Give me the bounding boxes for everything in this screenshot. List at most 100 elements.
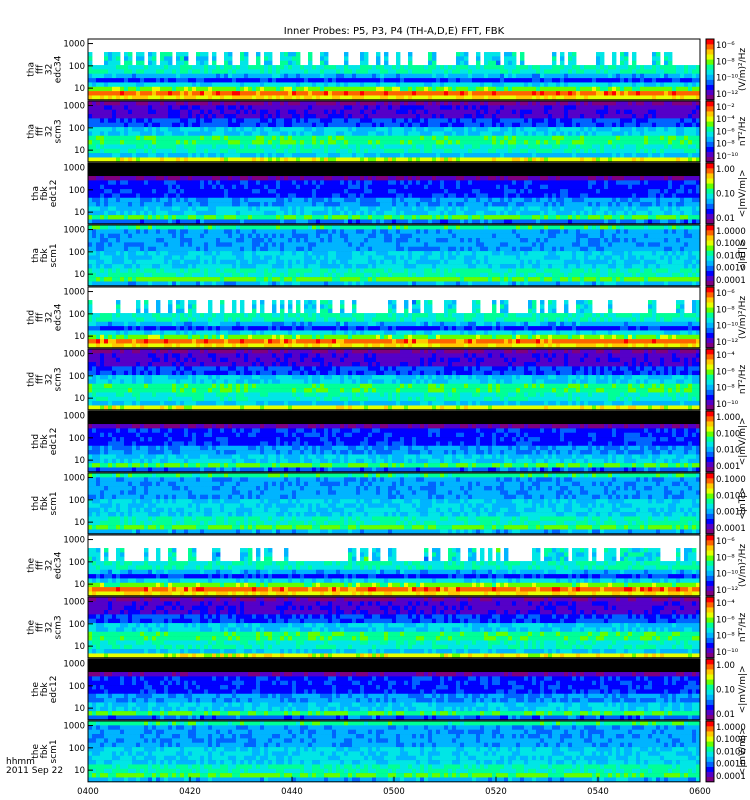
heatmap-cell bbox=[624, 82, 629, 88]
heatmap-cell bbox=[388, 202, 393, 207]
heatmap-cell bbox=[484, 202, 489, 207]
heatmap-cell bbox=[296, 65, 301, 70]
heatmap-cell bbox=[620, 73, 625, 79]
heatmap-cell bbox=[456, 202, 461, 207]
heatmap-cell bbox=[360, 122, 365, 128]
heatmap-cell bbox=[348, 176, 353, 181]
heatmap-cell bbox=[224, 86, 229, 92]
heatmap-cell bbox=[496, 153, 501, 158]
heatmap-cell bbox=[204, 144, 209, 150]
heatmap-cell bbox=[648, 144, 653, 150]
heatmap-cell bbox=[220, 127, 225, 132]
heatmap-cell bbox=[640, 131, 645, 137]
heatmap-cell bbox=[260, 95, 265, 101]
heatmap-cell bbox=[308, 131, 313, 137]
heatmap-cell bbox=[352, 118, 357, 124]
heatmap-cell bbox=[312, 153, 317, 158]
heatmap-cell bbox=[536, 197, 541, 203]
heatmap-cell bbox=[460, 86, 465, 92]
heatmap-cell bbox=[192, 114, 197, 119]
heatmap-cell bbox=[468, 114, 473, 119]
heatmap-cell bbox=[208, 118, 213, 124]
heatmap-cell bbox=[152, 193, 157, 199]
heatmap-cell bbox=[660, 82, 665, 88]
heatmap-cell bbox=[148, 56, 153, 62]
heatmap-cell bbox=[476, 144, 481, 150]
heatmap-cell bbox=[304, 69, 309, 75]
heatmap-cell bbox=[472, 193, 477, 199]
heatmap-cell bbox=[692, 122, 697, 128]
heatmap-cell bbox=[416, 193, 421, 199]
heatmap-cell bbox=[432, 56, 437, 62]
heatmap-cell bbox=[396, 153, 401, 158]
heatmap-cell bbox=[452, 91, 457, 96]
heatmap-cell bbox=[244, 153, 249, 158]
heatmap-cell bbox=[392, 215, 397, 220]
heatmap-cell bbox=[336, 78, 341, 83]
heatmap-cell bbox=[288, 193, 293, 199]
heatmap-cell bbox=[392, 131, 397, 137]
heatmap-cell bbox=[304, 65, 309, 70]
heatmap-cell bbox=[432, 101, 437, 106]
heatmap-cell bbox=[92, 118, 97, 124]
heatmap-cell bbox=[544, 86, 549, 92]
heatmap-cell bbox=[512, 114, 517, 119]
heatmap-cell bbox=[456, 157, 461, 163]
y-axis-label-line: 32 bbox=[45, 126, 55, 137]
heatmap-cell bbox=[656, 56, 661, 62]
heatmap-cell bbox=[464, 91, 469, 96]
heatmap-cell bbox=[372, 91, 377, 96]
heatmap-cell bbox=[436, 69, 441, 75]
heatmap-cell bbox=[256, 95, 261, 101]
heatmap-cell bbox=[280, 60, 285, 66]
heatmap-cell bbox=[176, 78, 181, 83]
heatmap-cell bbox=[388, 148, 393, 154]
heatmap-cell bbox=[188, 105, 193, 110]
heatmap-cell bbox=[220, 215, 225, 220]
heatmap-cell bbox=[352, 114, 357, 119]
heatmap-cell bbox=[392, 210, 397, 216]
heatmap-cell bbox=[96, 184, 101, 190]
heatmap-cell bbox=[652, 157, 657, 163]
heatmap-cell bbox=[208, 65, 213, 70]
heatmap-cell bbox=[336, 176, 341, 181]
heatmap-cell bbox=[132, 73, 137, 79]
heatmap-cell bbox=[140, 189, 145, 194]
heatmap-cell bbox=[264, 73, 269, 79]
heatmap-cell bbox=[440, 148, 445, 154]
heatmap-cell bbox=[676, 122, 681, 128]
heatmap-cell bbox=[188, 135, 193, 141]
heatmap-cell bbox=[692, 109, 697, 115]
heatmap-cell bbox=[264, 114, 269, 119]
heatmap-cell bbox=[124, 180, 129, 186]
heatmap-cell bbox=[640, 73, 645, 79]
heatmap-cell bbox=[628, 153, 633, 158]
heatmap-cell bbox=[688, 82, 693, 88]
heatmap-cell bbox=[436, 122, 441, 128]
heatmap-cell bbox=[672, 69, 677, 75]
heatmap-cell bbox=[416, 78, 421, 83]
heatmap-cell bbox=[440, 73, 445, 79]
heatmap-cell bbox=[488, 206, 493, 212]
heatmap-cell bbox=[296, 135, 301, 141]
heatmap-cell bbox=[124, 184, 129, 190]
heatmap-cell bbox=[260, 127, 265, 132]
heatmap-cell bbox=[568, 60, 573, 66]
heatmap-cell bbox=[316, 197, 321, 203]
heatmap-cell bbox=[676, 127, 681, 132]
heatmap-cell bbox=[120, 109, 125, 115]
heatmap-cell bbox=[504, 157, 509, 163]
heatmap-cell bbox=[204, 109, 209, 115]
heatmap-cell bbox=[280, 69, 285, 75]
heatmap-cell bbox=[544, 91, 549, 96]
heatmap-cell bbox=[408, 69, 413, 75]
heatmap-cell bbox=[228, 176, 233, 181]
heatmap-cell bbox=[668, 131, 673, 137]
heatmap-cell bbox=[612, 60, 617, 66]
heatmap-cell bbox=[572, 86, 577, 92]
heatmap-cell bbox=[352, 127, 357, 132]
heatmap-cell bbox=[464, 131, 469, 137]
heatmap-cell bbox=[188, 118, 193, 124]
heatmap-cell bbox=[160, 52, 165, 57]
heatmap-cell bbox=[116, 180, 121, 186]
